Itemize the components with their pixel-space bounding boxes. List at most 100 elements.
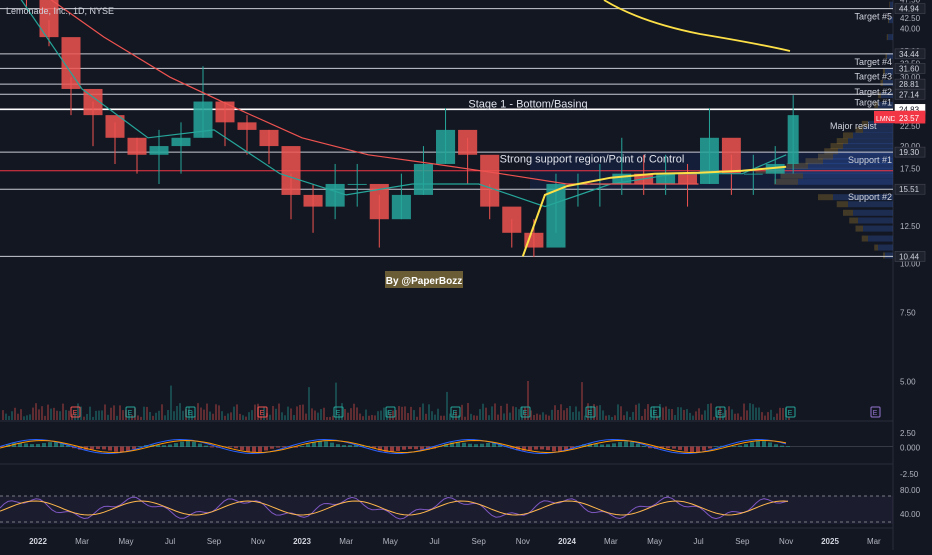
volume-profile-bar <box>823 158 893 165</box>
volume-profile-bar-up <box>880 80 883 87</box>
macd-histogram-bar <box>264 446 268 451</box>
macd-histogram-bar <box>96 446 100 449</box>
volume-bar <box>536 413 538 420</box>
volume-bar <box>209 411 211 420</box>
macd-histogram-bar <box>750 442 754 447</box>
macd-histogram-bar <box>384 446 388 452</box>
volume-bar <box>713 416 715 420</box>
volume-bar <box>164 415 166 420</box>
macd-histogram-bar <box>138 446 142 447</box>
candle-body <box>303 194 323 207</box>
volume-bar <box>116 415 118 420</box>
x-tick-label: Sep <box>207 537 222 546</box>
volume-bar <box>332 415 334 420</box>
earnings-marker <box>257 406 268 418</box>
macd-histogram-bar <box>510 446 514 449</box>
volume-bar <box>719 406 721 420</box>
volume-bar <box>647 404 649 420</box>
macd-histogram-bar <box>402 446 406 450</box>
volume-bar <box>470 413 472 420</box>
macd-histogram-bar <box>42 443 46 447</box>
macd-histogram-bar <box>210 446 214 448</box>
volume-bar <box>554 405 556 420</box>
macd-histogram-bar <box>702 446 706 451</box>
volume-bar <box>515 407 517 420</box>
macd-histogram-bar <box>234 446 238 449</box>
volume-bar <box>767 412 769 420</box>
candle-body <box>721 137 741 174</box>
volume-bar <box>674 415 676 420</box>
macd-histogram-bar <box>492 442 496 447</box>
macd-histogram-bar <box>282 446 286 448</box>
volume-bar <box>635 404 637 420</box>
volume-profile-bar-up <box>780 172 803 179</box>
candle-body <box>259 129 279 147</box>
volume-bar <box>287 406 289 420</box>
volume-bar <box>167 410 169 420</box>
macd-signal-line <box>0 439 787 454</box>
macd-histogram-bar <box>450 442 454 447</box>
annotation-label: Major resist <box>830 121 877 131</box>
volume-bar <box>377 411 379 420</box>
macd-histogram-bar <box>258 446 262 453</box>
volume-bar <box>584 415 586 420</box>
macd-histogram-bar <box>108 446 112 451</box>
volume-bar <box>347 412 349 420</box>
volume-profile-bar <box>881 92 893 99</box>
macd-histogram-bar <box>762 441 766 447</box>
macd-histogram-bar <box>186 441 190 447</box>
macd-histogram-bar <box>714 446 718 447</box>
price-label-box <box>894 251 926 262</box>
volume-profile-bar <box>833 153 893 160</box>
volume-bar <box>356 407 358 420</box>
volume-bar <box>623 415 625 420</box>
volume-bar <box>344 409 346 420</box>
earnings-marker-letter: E <box>73 410 78 417</box>
earnings-marker <box>125 406 136 418</box>
volume-bar <box>524 407 526 420</box>
macd-histogram-bar <box>444 443 448 447</box>
volume-bar <box>290 408 292 420</box>
candle-body <box>391 194 411 220</box>
price-label-text: 23.57 <box>899 114 920 123</box>
volume-bar <box>38 409 40 420</box>
volume-bar <box>509 412 511 420</box>
y-tick-label: 22.50 <box>900 122 921 131</box>
volume-bar <box>692 415 694 420</box>
volume-bar <box>179 403 181 420</box>
volume-bar <box>440 415 442 420</box>
volume-bar <box>746 410 748 420</box>
macd-histogram-bar <box>90 446 94 450</box>
volume-profile-bar-up <box>836 201 848 208</box>
volume-bar <box>122 410 124 420</box>
volume-bar <box>404 406 406 420</box>
volume-bar <box>614 415 616 420</box>
macd-histogram-bar <box>324 441 328 447</box>
volume-bar <box>50 408 52 420</box>
volume-bar <box>44 415 46 420</box>
x-tick-label: Sep <box>472 537 487 546</box>
volume-bar <box>365 409 367 420</box>
macd-histogram-bar <box>768 442 772 447</box>
volume-bar <box>626 411 628 420</box>
y-tick-label: 47.50 <box>900 0 921 4</box>
volume-bar <box>644 408 646 420</box>
volume-profile-bar <box>878 101 893 108</box>
price-label-text: 28.81 <box>899 80 920 89</box>
volume-bar <box>299 404 301 420</box>
earnings-marker <box>715 406 726 418</box>
macd-histogram-bar <box>708 446 712 449</box>
macd-histogram-bar <box>462 442 466 447</box>
volume-profile-bar <box>808 162 893 169</box>
x-tick-label: Mar <box>75 537 89 546</box>
x-tick-label: 2024 <box>558 537 576 546</box>
volume-bar <box>758 407 760 420</box>
candle-body <box>458 129 478 155</box>
volume-profile-bar-up <box>883 252 885 259</box>
y-tick-label: 17.50 <box>900 165 921 174</box>
volume-bar <box>488 415 490 420</box>
earnings-marker-letter: E <box>453 410 458 417</box>
earnings-marker-letter: E <box>788 410 793 417</box>
volume-profile-bar <box>885 68 893 75</box>
